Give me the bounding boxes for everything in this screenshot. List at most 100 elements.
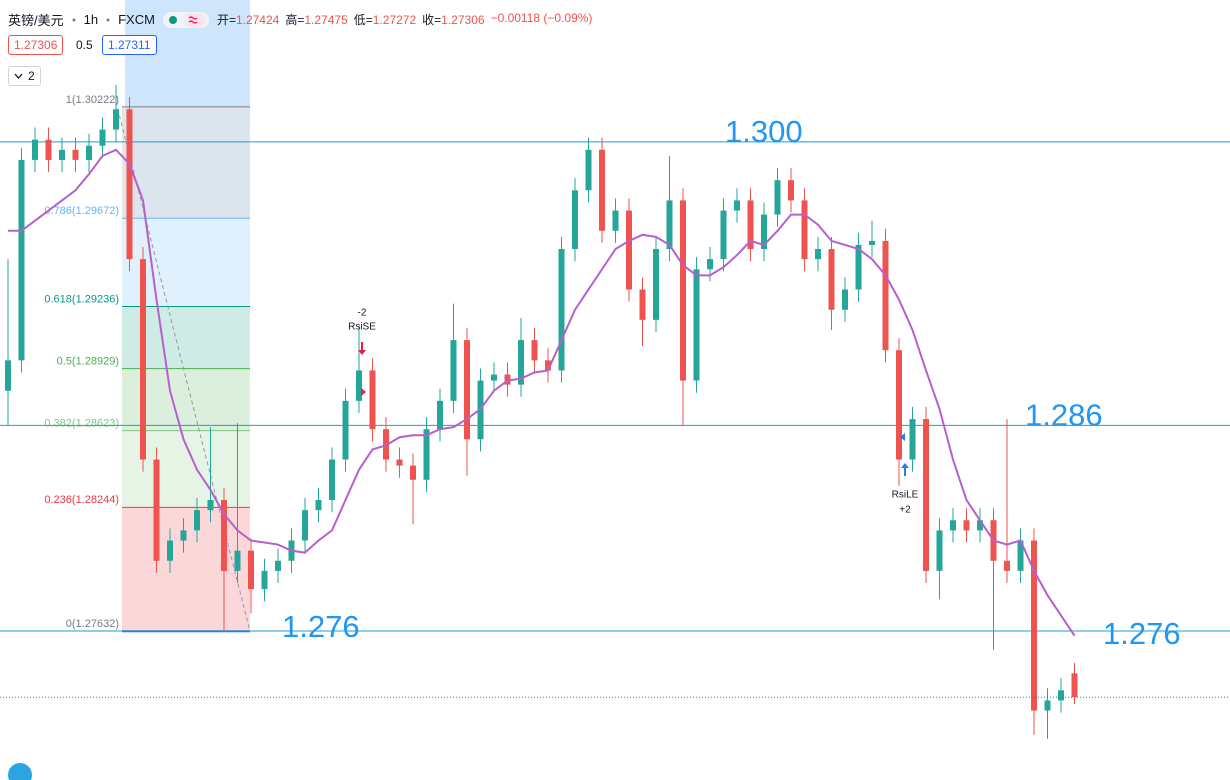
candle-body (59, 149, 65, 160)
separator (106, 18, 110, 21)
candle-body (369, 370, 376, 430)
candle-body (869, 240, 875, 245)
candle-body (612, 210, 619, 231)
candle-body (261, 570, 268, 590)
candle-body (693, 269, 700, 381)
indicators-toggle[interactable]: 2 (8, 66, 41, 86)
candle-body (302, 510, 308, 541)
signal-qty: +2 (899, 505, 911, 516)
ohlc-label: 低= (353, 13, 373, 27)
status-badges[interactable] (162, 11, 209, 29)
candle-body (747, 200, 754, 250)
candle-body (504, 374, 511, 385)
candle-body (18, 159, 25, 361)
candle-body (126, 109, 133, 260)
candle-body (761, 214, 767, 250)
candle-body (653, 249, 659, 320)
ohlc-legend: 开=1.27424 高=1.27475 低=1.27272 收=1.27306 −0.0… (217, 11, 592, 28)
candle-body (828, 249, 835, 310)
ohlc-item: 收=1.27306 (422, 11, 484, 28)
symbol-bar: 英镑/美元 1h FXCM 开=1.27424 高=1.27475 低=1.2727… (8, 10, 592, 29)
ask-button[interactable]: 1.27311 (102, 35, 157, 55)
candle-body (1058, 690, 1064, 701)
candle-body (86, 145, 92, 160)
ohlc-value: 1.27475 (304, 13, 348, 27)
source: FXCM (118, 12, 155, 27)
ohlc-value: 1.27272 (372, 13, 417, 27)
candle-body (1044, 700, 1051, 711)
candle-body (464, 340, 470, 440)
candle-body (842, 289, 848, 310)
signal-marker (900, 433, 905, 441)
level-label: 1.286 (1025, 398, 1103, 433)
candle-body (140, 259, 146, 460)
chevron (14, 73, 23, 79)
candle-body (99, 129, 106, 146)
candle-body (194, 510, 200, 531)
spread: 0.5 (76, 38, 93, 52)
ohlc-item: 高=1.27475 (285, 11, 347, 28)
signal-qty: -2 (358, 308, 367, 319)
candle-body (423, 429, 430, 480)
candle-body (45, 139, 52, 160)
candle-body (545, 360, 551, 371)
candle-body (437, 400, 443, 430)
candle-body (558, 249, 565, 371)
logo (8, 763, 32, 780)
ohlc-item: 开=1.27424 (217, 11, 279, 28)
candle-body (572, 190, 578, 250)
interval[interactable]: 1h (83, 12, 99, 27)
candle-body (639, 289, 646, 320)
candle-body (410, 465, 416, 480)
signal-marker (361, 388, 366, 396)
candle-body (896, 350, 902, 460)
candle-body (1017, 540, 1024, 571)
candle-body (963, 520, 970, 531)
ohlc-value: 1.27306 (441, 13, 485, 27)
candle-body (1071, 673, 1078, 698)
candle-body (5, 360, 11, 391)
candle-body (72, 149, 79, 160)
signal-arrow (901, 463, 909, 476)
signal-label: RsiSE (348, 322, 376, 333)
candle-body (32, 139, 38, 160)
candle-body (207, 500, 214, 511)
candle-body (491, 374, 497, 381)
candle-body (923, 419, 929, 571)
candle-body (342, 400, 349, 460)
ohlc-item: 低=1.27272 (354, 11, 416, 28)
signal-label: RsiLE (892, 490, 919, 501)
candle-body (585, 149, 592, 191)
candle-body (720, 210, 727, 260)
candle-body (666, 200, 673, 250)
symbol[interactable]: 英镑/美元 (8, 13, 64, 28)
fib-label: 0.5(1.28929) (57, 356, 119, 368)
candle-body (356, 370, 362, 401)
fib-label: 0.618(1.29236) (44, 293, 119, 305)
ohlc-label: 收= (422, 13, 442, 27)
ohlc-label: 高= (285, 13, 305, 27)
candle-body (855, 244, 862, 290)
candle-body (626, 210, 632, 290)
moving-average (8, 148, 1076, 637)
ohlc-value: 1.27424 (235, 13, 280, 27)
candle-body (788, 180, 794, 201)
fib-zone (122, 507, 250, 632)
candle-body (518, 340, 524, 385)
candle-body (315, 500, 322, 511)
candle-body (680, 200, 686, 381)
separator (72, 18, 76, 21)
candle-body (180, 530, 187, 541)
candle-body (275, 560, 281, 571)
candle-body (734, 200, 740, 211)
candle-body (450, 340, 457, 401)
candle-body (167, 540, 173, 561)
candle-body (531, 340, 538, 361)
candle-body (396, 459, 403, 466)
bid-button[interactable]: 1.27306 (8, 35, 64, 55)
candle-body (221, 500, 227, 571)
fib-label: 0.382(1.28623) (44, 417, 119, 429)
candle-body (113, 109, 119, 130)
candle-body (774, 180, 781, 215)
